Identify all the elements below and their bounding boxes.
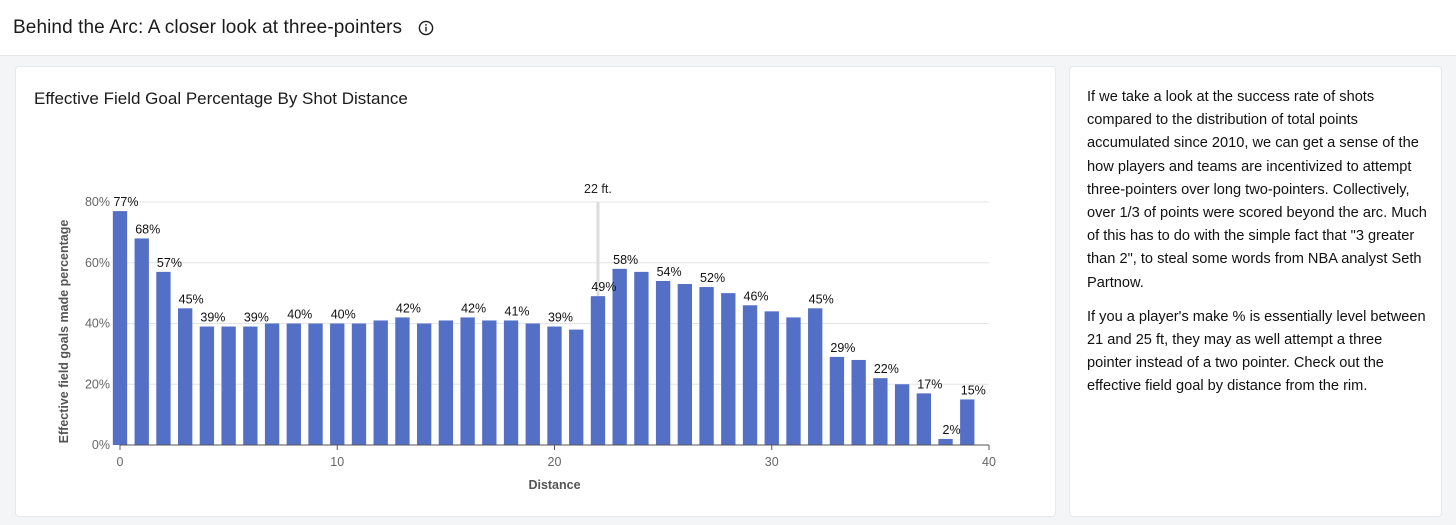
data-label: 68%: [135, 222, 160, 236]
data-label: 77%: [113, 195, 138, 209]
bar: [829, 356, 845, 445]
bar: [178, 308, 193, 445]
chart-card: Effective Field Goal Percentage By Shot …: [15, 66, 1056, 517]
y-tick-label: 80%: [85, 195, 110, 209]
data-label: 40%: [331, 308, 356, 322]
bar: [590, 296, 606, 445]
data-label: 42%: [461, 301, 486, 315]
bar: [243, 326, 258, 445]
x-axis-title: Distance: [528, 478, 580, 492]
bar: [547, 326, 562, 445]
bar: [308, 323, 323, 445]
bar: [699, 287, 714, 445]
x-tick-label: 10: [330, 455, 344, 469]
bar: [764, 311, 779, 445]
bar: [503, 320, 519, 445]
bar: [416, 323, 432, 445]
description-paragraph-2: If you a player's make % is essentially …: [1087, 308, 1426, 395]
bar: [373, 320, 388, 445]
y-tick-label: 40%: [85, 317, 110, 331]
bar: [286, 323, 301, 445]
bar: [612, 268, 627, 445]
y-tick-label: 60%: [85, 256, 110, 270]
data-label: 49%: [591, 280, 616, 294]
x-tick-label: 0: [117, 455, 124, 469]
data-label: 2%: [943, 423, 961, 437]
bar: [330, 323, 345, 445]
data-label: 40%: [287, 308, 312, 322]
bar: [742, 305, 758, 445]
bar: [786, 317, 801, 445]
data-label: 15%: [961, 383, 986, 397]
bar: [894, 384, 910, 445]
data-label: 39%: [244, 311, 269, 325]
data-label: 52%: [700, 271, 725, 285]
bar: [221, 326, 236, 445]
description-text: If we take a look at the success rate of…: [1087, 86, 1427, 410]
bar: [395, 317, 410, 445]
data-label: 58%: [613, 253, 638, 267]
data-label: 42%: [396, 301, 421, 315]
bar: [438, 320, 454, 445]
data-label: 46%: [744, 289, 769, 303]
page-title: Behind the Arc: A closer look at three-p…: [13, 16, 403, 38]
data-label: 22%: [874, 362, 899, 376]
data-label: 54%: [657, 265, 682, 279]
bar: [199, 326, 215, 445]
bar: [112, 211, 128, 445]
y-tick-label: 0%: [92, 438, 110, 452]
bar: [938, 438, 953, 445]
data-label: 39%: [548, 311, 573, 325]
bar: [156, 271, 171, 445]
bar: [634, 271, 649, 445]
bar: [134, 238, 149, 445]
data-label: 45%: [809, 292, 834, 306]
bar: [655, 280, 671, 445]
description-card: If we take a look at the success rate of…: [1069, 66, 1442, 517]
top-bar: Behind the Arc: A closer look at three-p…: [0, 0, 1456, 56]
bar: [721, 293, 736, 445]
bar-chart: 0% 20% 40% 60% 80% 22 ft. 77% 68% 57% 45% 39% 39% 40…: [57, 182, 996, 492]
x-tick-label: 30: [765, 455, 779, 469]
bar: [808, 308, 823, 445]
data-label: 29%: [830, 341, 855, 355]
bar: [264, 323, 280, 445]
bar: [916, 393, 931, 445]
bar: [569, 329, 584, 445]
y-axis-title: Effective field goals made percentage: [57, 220, 71, 444]
data-label: 41%: [505, 304, 530, 318]
x-tick-label: 40: [982, 455, 996, 469]
bar: [525, 323, 540, 445]
bar: [351, 323, 367, 445]
y-tick-label: 20%: [85, 377, 110, 391]
data-label: 39%: [200, 311, 225, 325]
bar: [677, 284, 693, 445]
bar: [873, 378, 888, 445]
bar: [482, 320, 497, 445]
chart-title: Effective Field Goal Percentage By Shot …: [34, 89, 408, 108]
bar: [460, 317, 475, 445]
description-paragraph-1: If we take a look at the success rate of…: [1087, 89, 1427, 291]
reference-line-label: 22 ft.: [584, 182, 612, 196]
data-label: 17%: [917, 377, 942, 391]
data-label: 57%: [157, 256, 182, 270]
info-icon[interactable]: [418, 20, 434, 36]
x-tick-label: 20: [548, 455, 562, 469]
data-label: 45%: [179, 292, 204, 306]
bar: [960, 399, 975, 445]
bar: [851, 359, 866, 445]
